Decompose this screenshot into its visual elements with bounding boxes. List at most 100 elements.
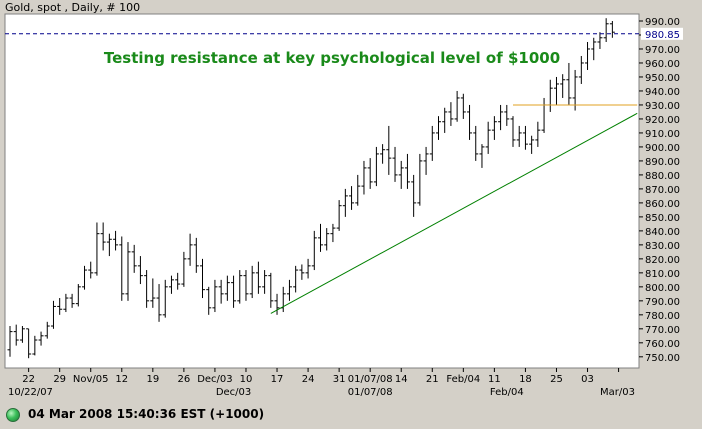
y-tick-label: 820.00 xyxy=(645,255,680,266)
y-tick-label: 910.00 xyxy=(645,129,680,140)
x-tick-label: 24 xyxy=(302,374,315,385)
ohlc-bar xyxy=(26,328,32,359)
x-tick-label: 17 xyxy=(271,374,284,385)
trend-lines xyxy=(270,104,638,314)
x-axis: 22 29 Nov/05 12 19 26 Dec/03 10 17 24 31 01/07/08 14… xyxy=(8,368,635,398)
ohlc-bar xyxy=(150,278,156,308)
plot-area xyxy=(4,13,640,369)
ohlc-bar xyxy=(349,186,355,210)
ohlc-bar xyxy=(392,146,398,182)
ohlc-bar xyxy=(131,244,137,273)
ohlc-bar xyxy=(50,300,56,329)
ohlc-bar xyxy=(585,41,591,70)
y-tick-label: 930.00 xyxy=(645,101,680,112)
ohlc-bar xyxy=(435,116,441,140)
ohlc-bar xyxy=(479,144,485,168)
current-price-label-bg xyxy=(641,27,683,40)
ohlc-bar xyxy=(262,270,268,294)
ohlc-bar xyxy=(460,93,466,119)
y-tick-label: 890.00 xyxy=(645,157,680,168)
ohlc-bar xyxy=(249,265,255,299)
ohlc-bar xyxy=(181,251,187,287)
ohlc-bar xyxy=(231,275,237,308)
ohlc-bar xyxy=(336,200,342,231)
x-tick-label: 29 xyxy=(53,374,66,385)
ohlc-bar xyxy=(63,293,69,313)
ohlc-bar xyxy=(100,222,106,251)
ohlc-bar xyxy=(324,228,330,251)
ohlc-bar xyxy=(516,125,522,147)
y-tick-label: 810.00 xyxy=(645,269,680,280)
y-tick-label: 790.00 xyxy=(645,297,680,308)
ohlc-bar xyxy=(467,104,473,140)
chart-header: Gold, spot , Daily, # 100 xyxy=(5,1,141,14)
ohlc-bar xyxy=(417,153,423,206)
x-tick-label: 19 xyxy=(146,374,159,385)
ohlc-bar xyxy=(603,18,609,42)
ohlc-bar xyxy=(293,265,299,293)
y-tick-label: 780.00 xyxy=(645,311,680,322)
ohlc-bar xyxy=(423,146,429,175)
x-tick-label: 22 xyxy=(22,374,35,385)
ohlc-bar xyxy=(144,270,150,308)
x-tick-label: Feb/04 xyxy=(446,374,480,385)
ohlc-bar xyxy=(162,279,168,318)
ohlc-bar xyxy=(224,275,230,301)
x-tick-label: 01/07/08 xyxy=(348,374,393,385)
ohlc-bar xyxy=(578,55,584,84)
x-tick-label: 10 xyxy=(240,374,253,385)
x-tick-label: 26 xyxy=(178,374,191,385)
x-tick-label: 31 xyxy=(333,374,346,385)
ohlc-bar xyxy=(193,237,199,273)
y-tick-label: 870.00 xyxy=(645,185,680,196)
ohlc-bar xyxy=(342,188,348,217)
ohlc-bar xyxy=(218,279,224,304)
x-tick-label: 12 xyxy=(115,374,128,385)
ohlc-bar xyxy=(597,32,603,49)
x-date-label: Mar/03 xyxy=(600,387,635,398)
ohlc-bar xyxy=(522,125,528,150)
ohlc-bar xyxy=(7,326,13,357)
ohlc-bar xyxy=(156,284,162,322)
connection-status-icon xyxy=(6,408,20,422)
y-tick-label: 990.00 xyxy=(645,17,680,28)
ohlc-bar xyxy=(473,125,479,161)
ohlc-bar xyxy=(286,279,292,301)
ohlc-bar xyxy=(311,230,317,271)
ohlc-bar xyxy=(94,222,100,276)
ohlc-bar xyxy=(274,293,280,315)
ohlc-bar xyxy=(75,284,81,307)
y-tick-label: 840.00 xyxy=(645,227,680,238)
ohlc-bar xyxy=(442,107,448,133)
y-tick-label: 950.00 xyxy=(645,73,680,84)
ohlc-bar xyxy=(404,153,410,189)
ohlc-bar xyxy=(119,236,125,301)
ohlc-bar xyxy=(591,37,597,61)
x-tick-label: 21 xyxy=(426,374,439,385)
ohlc-bar xyxy=(485,121,491,154)
ohlc-bar xyxy=(572,69,578,111)
ohlc-bar xyxy=(553,76,559,105)
y-tick-label: 760.00 xyxy=(645,339,680,350)
ohlc-bar xyxy=(88,261,94,279)
ohlc-bar xyxy=(57,298,63,315)
y-tick-label: 940.00 xyxy=(645,87,680,98)
ohlc-bar xyxy=(212,279,218,313)
ohlc-bar xyxy=(398,160,404,189)
ohlc-bar xyxy=(367,158,373,189)
ohlc-bar xyxy=(175,272,181,290)
x-tick-label: 11 xyxy=(488,374,501,385)
ohlc-bar xyxy=(355,174,361,206)
ohlc-bar xyxy=(566,62,572,105)
x-tick-label: Nov/05 xyxy=(73,374,109,385)
ohlc-bar xyxy=(113,230,119,251)
ohlc-bar xyxy=(237,270,243,304)
ohlc-bar xyxy=(454,90,460,122)
ohlc-bar xyxy=(535,121,541,147)
y-tick-label: 960.00 xyxy=(645,59,680,70)
ohlc-bar xyxy=(529,135,535,154)
y-tick-label: 800.00 xyxy=(645,283,680,294)
y-tick-label: 770.00 xyxy=(645,325,680,336)
ohlc-bar xyxy=(491,116,497,140)
